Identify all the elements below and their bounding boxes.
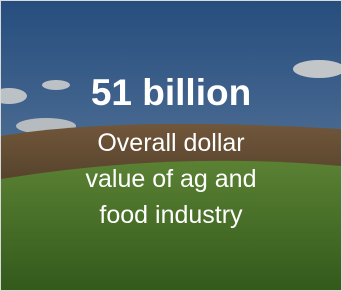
description-line: Overall dollar	[1, 125, 341, 161]
description-line: food industry	[1, 197, 341, 233]
stat-card: 51 billion Overall dollarvalue of ag and…	[0, 0, 342, 291]
description-line: value of ag and	[1, 161, 341, 197]
page: {"headline": "51 billion", "body_lines":…	[0, 0, 342, 291]
headline: 51 billion	[1, 71, 341, 115]
